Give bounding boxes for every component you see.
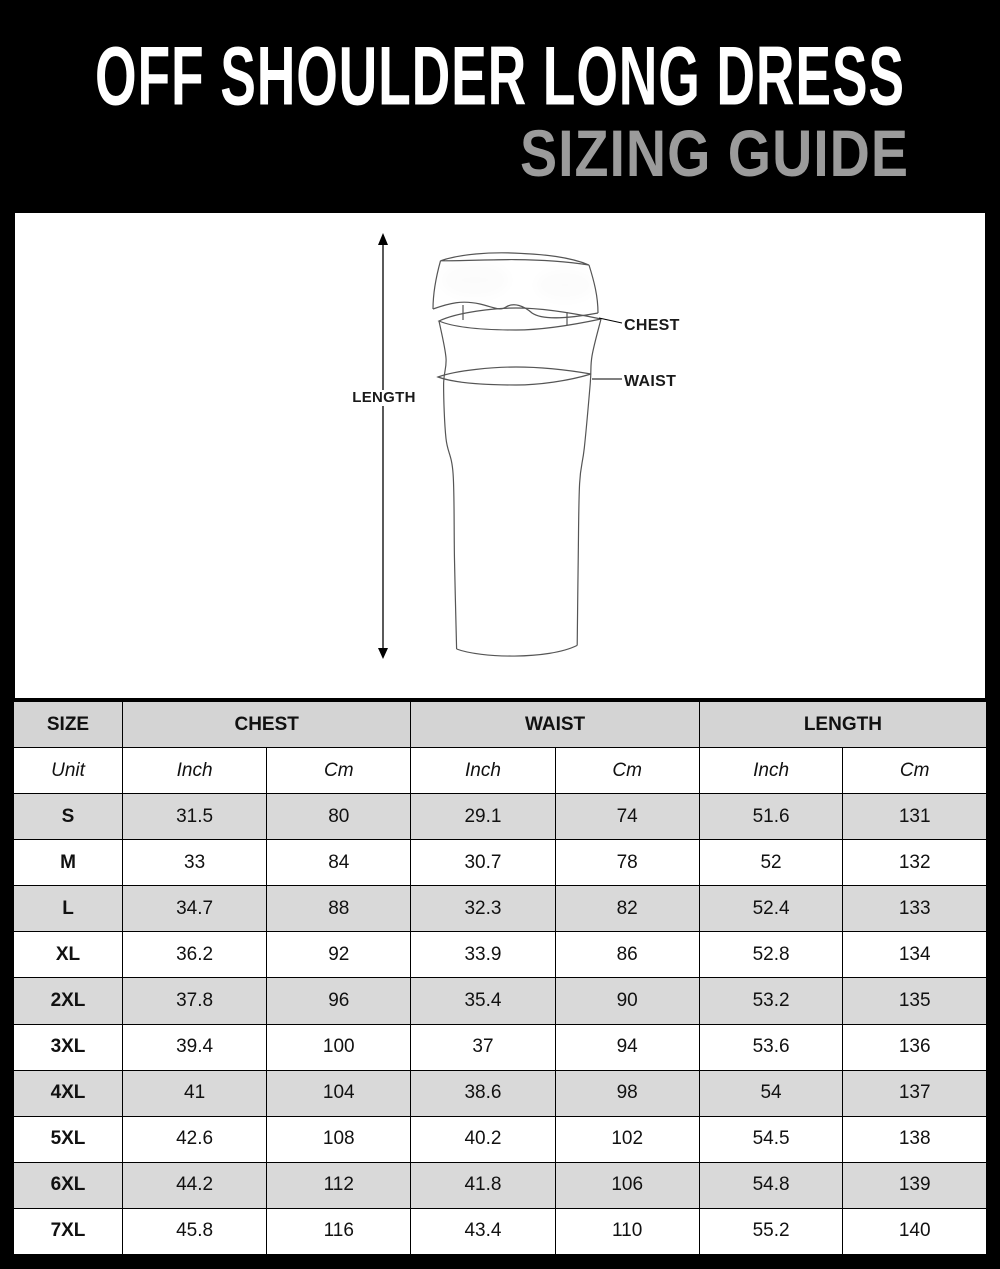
svg-text:CHEST: CHEST	[624, 317, 680, 334]
svg-text:LENGTH: LENGTH	[352, 389, 415, 406]
svg-text:WAIST: WAIST	[624, 373, 676, 390]
